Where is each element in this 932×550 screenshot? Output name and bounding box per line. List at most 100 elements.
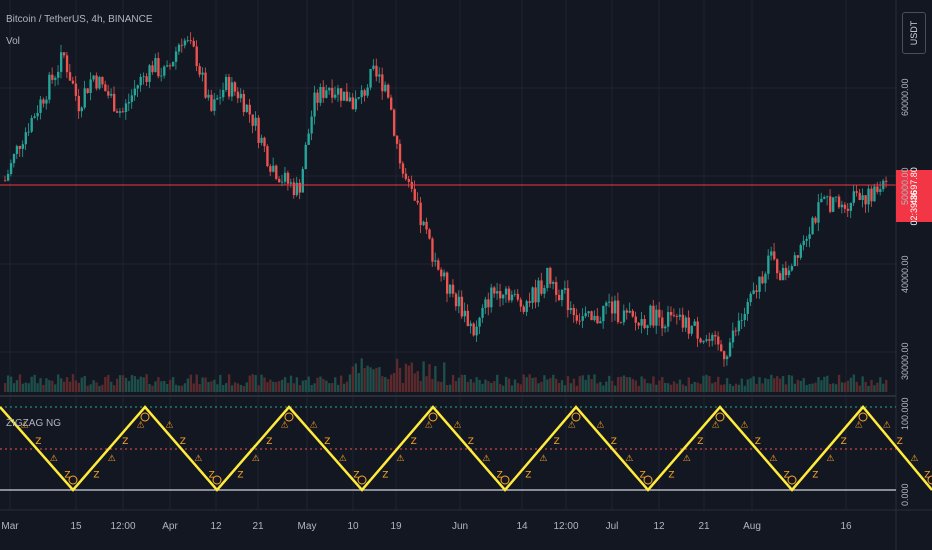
candle-body [225,76,228,91]
volume-bar [301,380,304,392]
volume-bar [407,365,411,392]
candle-body [790,266,794,271]
volume-bar [9,376,13,392]
volume-bar [802,378,805,392]
volume-bar [448,384,452,392]
zigzag-marker: Z [324,437,330,447]
volume-bar [6,375,10,392]
candle-body [407,179,411,182]
volume-bar [522,374,525,392]
volume-bar [107,374,110,392]
candle-body [652,305,655,326]
volume-bar [280,379,284,392]
zigzag-marker: ⚠ [310,421,318,431]
candle-body [684,317,688,328]
candle-body [475,326,478,336]
volume-bar [222,384,225,392]
volume-bar [543,375,546,392]
volume-bar [440,381,443,392]
volume-bar [428,364,431,392]
candle-body [699,338,702,343]
volume-bar [77,382,81,392]
volume-bar [334,377,337,392]
zigzag-legend[interactable]: ZIGZAG NG [6,418,61,429]
candle-body [767,255,770,274]
volume-bar [634,380,637,392]
candle-body [787,270,791,276]
candle-body [263,137,266,147]
candle-body [796,255,799,258]
candle-body [357,97,360,99]
candle-body [667,312,670,327]
volume-bar [42,384,45,392]
candle-body [613,300,617,314]
candle-body [799,245,802,258]
candle-body [233,82,237,92]
volume-bar [124,377,128,392]
symbol-legend[interactable]: Bitcoin / TetherUS, 4h, BINANCE [6,14,153,25]
volume-bar [622,375,626,392]
volume-bar [758,377,761,392]
zigzag-marker: Z [209,470,215,480]
pivot-marker [571,412,581,422]
candle-body [664,326,667,329]
volume-legend[interactable]: Vol [6,36,20,47]
price-tick: 60000.00 [900,78,910,116]
volume-bar [873,385,876,392]
volume-bar [160,381,163,392]
volume-bar [560,380,564,392]
candle-body [74,83,78,96]
candle-body [793,255,797,267]
zigzag-marker: ⚠ [50,454,58,464]
zigzag-marker: ⚠ [281,421,289,431]
candle-body [454,293,458,307]
volume-bar [151,385,154,392]
candle-body [166,65,169,67]
candle-body [363,90,366,96]
volume-bar [395,358,399,392]
volume-bar [702,375,705,392]
volume-bar [658,380,661,392]
volume-bar [534,377,537,392]
volume-bar [507,378,511,392]
volume-bar [478,379,481,392]
volume-bar [731,385,735,392]
volume-bar [852,374,855,392]
time-tick: 21 [252,521,264,532]
candle-body [107,91,110,96]
candle-body [9,163,13,174]
time-tick: May [297,521,317,532]
volume-bar [177,385,181,392]
candle-body [154,58,157,73]
candle-body [239,93,243,99]
volume-bar [204,377,207,392]
volume-bar [717,376,720,392]
volume-bar [849,377,853,392]
volume-bar [419,381,422,392]
candle-body [92,75,95,80]
last-price-badge: 48697.80 02:39:36 [896,167,932,226]
volume-bar [504,376,508,392]
volume-bar [283,377,287,392]
candle-body [260,137,263,143]
pivot-marker [715,412,725,422]
zigzag-markers: ⚠ Z ⚠ Z Z ⚠ Z ⚠ ⚠ Z ⚠ Z Z ⚠ Z ⚠ ⚠ Z ⚠ Z Z ⚠ Z ⚠ ⚠ Z ⚠ Z Z ⚠ Z ⚠ ⚠ Z ⚠ Z Z ⚠ Z ⚠… [21,412,932,485]
volume-bar [451,374,455,392]
candle-body [316,92,319,103]
candle-body [858,192,861,200]
volume-bar [95,382,98,392]
candle-body [846,208,850,211]
time-tick: Jul [605,521,619,532]
candle-body [381,74,384,92]
candle-body [690,325,693,334]
candle-body [86,88,89,93]
candle-body [873,186,876,202]
candle-body [867,188,870,205]
volume-bar [266,382,269,392]
volume-bar [345,381,349,392]
volume-bar [593,374,596,392]
candle-body [307,133,310,145]
volume-bar [118,375,122,392]
currency-button[interactable]: USDT [902,12,926,54]
